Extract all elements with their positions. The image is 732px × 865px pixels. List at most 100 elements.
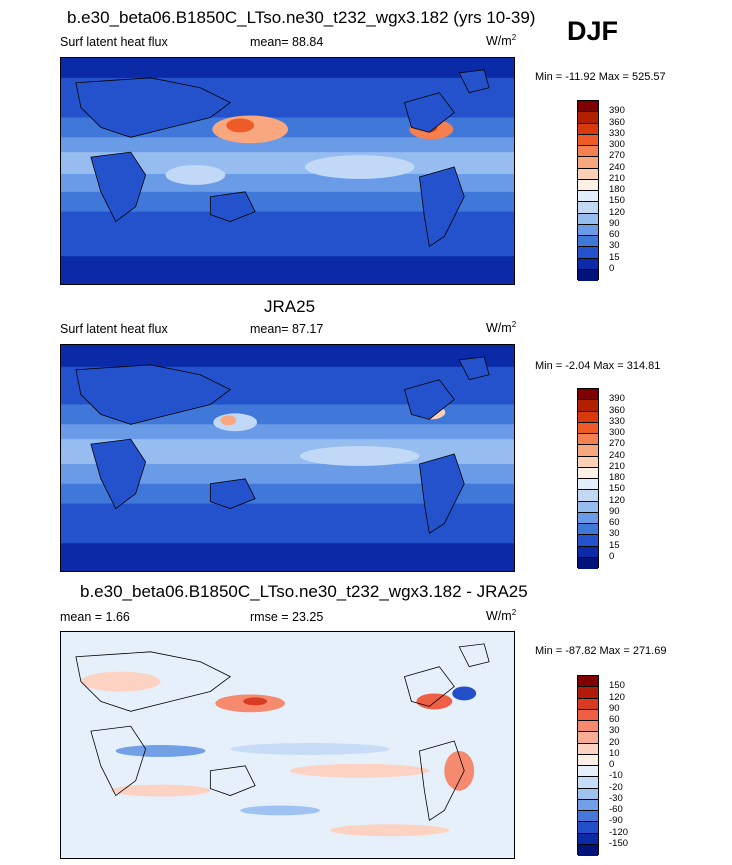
colorbar-level-label: 150 — [609, 680, 625, 692]
colorbar-swatch — [578, 557, 598, 569]
colorbar-swatch — [578, 698, 598, 710]
colorbar-swatch — [578, 123, 598, 135]
colorbar-level-label: 90 — [609, 217, 620, 229]
colorbar-level-label: 10 — [609, 747, 620, 759]
colorbar-swatch — [578, 512, 598, 524]
colorbar-swatch — [578, 732, 598, 744]
colorbar-swatch — [578, 236, 598, 248]
colorbar-level-label: -20 — [609, 781, 623, 793]
colorbar-level-label: 150 — [609, 195, 625, 207]
colorbar-level-label: 90 — [609, 702, 620, 714]
colorbar-level-label: 20 — [609, 736, 620, 748]
colorbar-level-label: 120 — [609, 206, 625, 218]
colorbar-level-label: 210 — [609, 460, 625, 472]
colorbar-level-label: 390 — [609, 105, 625, 117]
panel3-rmse-label: rmse = 23.25 — [250, 610, 324, 624]
colorbar-swatch — [578, 467, 598, 479]
colorbar-level-label: 30 — [609, 240, 620, 252]
colorbar-swatch — [578, 546, 598, 558]
colorbar-swatch — [578, 479, 598, 491]
panel1-colorbar — [577, 100, 599, 281]
colorbar-level-label: 0 — [609, 550, 615, 562]
panel3-colorbar — [577, 675, 599, 856]
panel1-units: W/m2 — [486, 33, 517, 49]
colorbar-swatch — [578, 157, 598, 169]
colorbar-swatch — [578, 445, 598, 457]
colorbar-level-label: 240 — [609, 449, 625, 461]
colorbar-swatch — [578, 411, 598, 423]
colorbar-swatch — [578, 844, 598, 856]
colorbar-level-label: 390 — [609, 393, 625, 405]
panel3-minmax: Min = -87.82 Max = 271.69 — [535, 645, 667, 657]
colorbar-level-label: 150 — [609, 483, 625, 495]
panel2-map — [60, 344, 515, 572]
colorbar-swatch — [578, 168, 598, 180]
colorbar-swatch — [578, 676, 598, 688]
colorbar-swatch — [578, 822, 598, 834]
colorbar-level-label: 360 — [609, 404, 625, 416]
colorbar-level-label: 300 — [609, 427, 625, 438]
colorbar-swatch — [578, 766, 598, 778]
colorbar-level-label: -30 — [609, 792, 623, 804]
colorbar-level-label: 300 — [609, 139, 625, 150]
panel1-minmax: Min = -11.92 Max = 525.57 — [535, 71, 666, 83]
colorbar-level-label: -60 — [609, 804, 623, 815]
colorbar-swatch — [578, 389, 598, 401]
colorbar-swatch — [578, 258, 598, 270]
colorbar-level-label: 0 — [609, 262, 615, 274]
colorbar-swatch — [578, 721, 598, 733]
colorbar-level-label: 60 — [609, 714, 620, 725]
panel3-mean-label: mean = 1.66 — [60, 610, 130, 624]
colorbar-swatch — [578, 535, 598, 547]
colorbar-level-label: 120 — [609, 494, 625, 506]
colorbar-level-label: -10 — [609, 770, 623, 782]
colorbar-swatch — [578, 687, 598, 699]
colorbar-swatch — [578, 179, 598, 191]
colorbar-swatch — [578, 134, 598, 146]
colorbar-level-label: 30 — [609, 528, 620, 540]
colorbar-swatch — [578, 788, 598, 800]
colorbar-level-label: 30 — [609, 725, 620, 737]
panel2-units: W/m2 — [486, 320, 517, 336]
colorbar-swatch — [578, 811, 598, 823]
colorbar-swatch — [578, 101, 598, 113]
panel1-map — [60, 57, 515, 285]
colorbar-swatch — [578, 213, 598, 225]
colorbar-swatch — [578, 247, 598, 259]
colorbar-swatch — [578, 202, 598, 214]
panel2-colorbar — [577, 388, 599, 569]
colorbar-level-label: 330 — [609, 127, 625, 139]
colorbar-swatch — [578, 400, 598, 412]
panel1-mean-label: mean= 88.84 — [250, 35, 324, 49]
colorbar-swatch — [578, 191, 598, 203]
panel2-mean-label: mean= 87.17 — [250, 322, 324, 336]
panel3-units: W/m2 — [486, 608, 517, 624]
colorbar-level-label: 210 — [609, 172, 625, 184]
colorbar-swatch — [578, 743, 598, 755]
panel2-title: JRA25 — [264, 297, 316, 316]
colorbar-level-label: 60 — [609, 517, 620, 528]
colorbar-level-label: 330 — [609, 415, 625, 427]
colorbar-swatch — [578, 146, 598, 158]
panel1-variable-label: Surf latent heat flux — [60, 35, 168, 49]
colorbar-swatch — [578, 434, 598, 446]
colorbar-level-label: 270 — [609, 150, 625, 162]
colorbar-swatch — [578, 501, 598, 513]
colorbar-swatch — [578, 490, 598, 502]
panel2-variable-label: Surf latent heat flux — [60, 322, 168, 336]
colorbar-swatch — [578, 456, 598, 468]
colorbar-swatch — [578, 224, 598, 236]
colorbar-level-label: -90 — [609, 815, 623, 827]
colorbar-swatch — [578, 777, 598, 789]
colorbar-level-label: -150 — [609, 837, 629, 849]
colorbar-swatch — [578, 269, 598, 281]
colorbar-level-label: 120 — [609, 691, 625, 703]
colorbar-level-label: -120 — [609, 826, 629, 838]
panel3-title: b.e30_beta06.B1850C_LTso.ne30_t232_wgx3.… — [80, 582, 528, 601]
season-label: DJF — [567, 16, 619, 46]
colorbar-level-label: 360 — [609, 116, 625, 128]
colorbar-swatch — [578, 709, 598, 721]
colorbar-level-label: 60 — [609, 229, 620, 240]
colorbar-swatch — [578, 422, 598, 434]
colorbar-level-label: 270 — [609, 438, 625, 450]
